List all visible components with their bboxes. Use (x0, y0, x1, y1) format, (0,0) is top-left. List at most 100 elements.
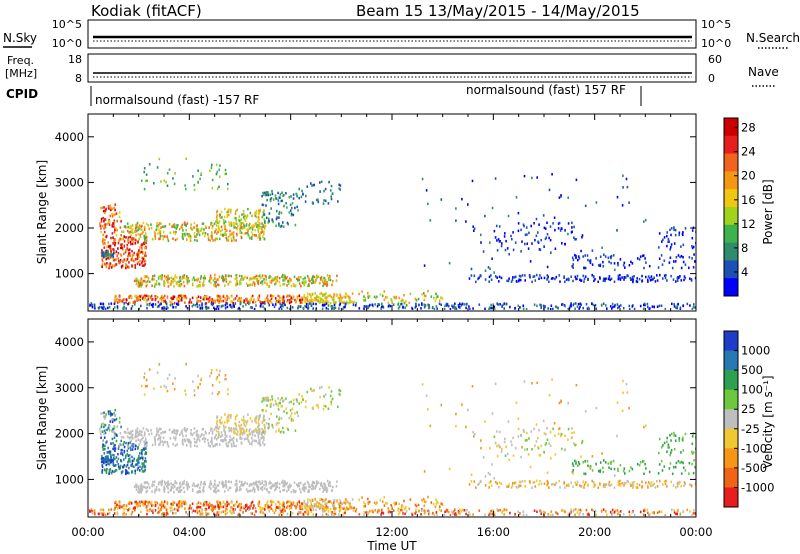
power-cell (229, 280, 232, 284)
power-cell (141, 224, 143, 228)
power-cell (112, 248, 114, 251)
power-cell (271, 218, 273, 221)
velocity-cell (266, 500, 269, 503)
velocity-cell (198, 439, 201, 442)
velocity-cell (315, 504, 317, 508)
power-cell (531, 242, 533, 245)
power-cell (623, 261, 626, 265)
velocity-cell (658, 437, 661, 441)
power-cell (259, 305, 262, 308)
velocity-cell (150, 500, 153, 504)
velocity-cell (221, 505, 223, 509)
power-cell (230, 274, 232, 278)
power-cell (648, 264, 651, 268)
power-cell (470, 267, 473, 271)
velocity-cell (222, 501, 225, 504)
power-cell (257, 282, 260, 286)
power-cell (207, 297, 210, 301)
power-cell (110, 254, 112, 258)
velocity-cell (113, 430, 115, 434)
velocity-cell (176, 443, 178, 446)
power-cell (109, 262, 112, 265)
velocity-cell (673, 448, 676, 451)
velocity-cell (251, 483, 253, 487)
velocity-cell (218, 434, 220, 438)
velocity-cell (188, 506, 191, 510)
velocity-cell (268, 509, 271, 513)
power-cell (430, 295, 433, 298)
velocity-cell (694, 466, 696, 469)
power-cell (180, 298, 183, 302)
velocity-cell (131, 433, 134, 437)
velocity-cell (296, 503, 299, 506)
velocity-cell (576, 483, 578, 486)
power-cell (498, 280, 500, 283)
power-cell (568, 306, 571, 310)
velocity-cell (125, 454, 127, 458)
velocity-cell (145, 460, 147, 463)
velocity-cell (307, 490, 310, 493)
velocity-cell (128, 436, 131, 440)
velocity-cell (584, 460, 586, 463)
power-cell (304, 200, 307, 203)
velocity-cell (196, 435, 198, 438)
power-cell (120, 299, 123, 303)
velocity-cell (266, 404, 268, 407)
velocity-cell (225, 434, 228, 438)
velocity-cell (610, 467, 612, 471)
velocity-cell (277, 404, 280, 408)
power-cell (267, 217, 270, 220)
velocity-cell (496, 444, 498, 448)
power-cell (535, 234, 538, 238)
power-cell (268, 303, 271, 307)
velocity-cell (109, 420, 112, 423)
power-cell (559, 280, 561, 283)
velocity-cell (304, 510, 306, 514)
power-cell (498, 275, 501, 279)
velocity-cell (567, 483, 570, 486)
power-cell (137, 298, 139, 302)
velocity-cell (128, 457, 130, 461)
power-cell (600, 303, 603, 307)
velocity-cell (239, 433, 241, 436)
velocity-cell (320, 385, 323, 389)
power-cell (279, 196, 281, 199)
power-cell (143, 279, 146, 283)
velocity-cell (218, 433, 220, 436)
power-cell (280, 304, 283, 307)
y-tick-label: 3000 (55, 175, 84, 189)
velocity-cell (322, 490, 324, 493)
velocity-cell (106, 451, 109, 454)
power-cell (255, 274, 258, 278)
velocity-cell (540, 512, 542, 515)
velocity-cell (239, 486, 241, 489)
velocity-cell (554, 434, 556, 437)
power-cell (670, 274, 672, 278)
power-cell (114, 228, 116, 232)
velocity-cell (241, 418, 243, 422)
velocity-cell (684, 432, 687, 436)
power-cell (224, 297, 226, 300)
power-cell (428, 306, 431, 309)
velocity-cell (613, 467, 616, 471)
velocity-cell (226, 416, 229, 419)
velocity-cell (299, 481, 302, 485)
power-cell (155, 295, 158, 298)
power-cell (246, 214, 249, 217)
power-cell (215, 172, 218, 176)
velocity-cell (312, 485, 314, 488)
power-cell (113, 241, 116, 245)
velocity-cell (323, 404, 325, 408)
power-cell (310, 304, 313, 307)
velocity-cell (604, 483, 606, 487)
power-cell (613, 305, 616, 308)
velocity-cell (290, 506, 293, 509)
velocity-cell (173, 490, 175, 494)
velocity-cell (103, 460, 105, 463)
power-cell (614, 268, 616, 272)
power-cell (607, 256, 610, 260)
power-cell (133, 301, 135, 304)
power-cell (662, 277, 664, 280)
power-cell (263, 227, 266, 230)
velocity-cell (243, 483, 245, 486)
